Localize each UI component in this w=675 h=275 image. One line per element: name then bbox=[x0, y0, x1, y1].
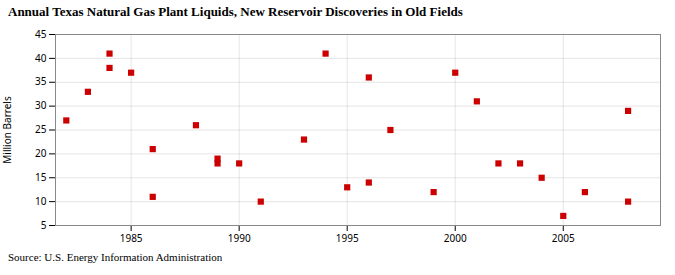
svg-text:30: 30 bbox=[35, 98, 47, 112]
svg-text:1995: 1995 bbox=[336, 231, 359, 245]
svg-text:Million Barrels: Million Barrels bbox=[0, 96, 14, 164]
svg-text:2000: 2000 bbox=[444, 231, 467, 245]
svg-text:15: 15 bbox=[35, 170, 47, 184]
svg-text:20: 20 bbox=[35, 146, 47, 160]
svg-text:40: 40 bbox=[35, 51, 47, 65]
svg-text:5: 5 bbox=[41, 218, 47, 232]
svg-text:2005: 2005 bbox=[552, 231, 575, 245]
svg-text:1990: 1990 bbox=[228, 231, 251, 245]
svg-text:45: 45 bbox=[35, 27, 47, 41]
svg-text:10: 10 bbox=[35, 194, 47, 208]
svg-text:1985: 1985 bbox=[120, 231, 143, 245]
svg-text:25: 25 bbox=[35, 122, 47, 136]
svg-text:35: 35 bbox=[35, 74, 47, 88]
html-text:Annual Texas Natural Gas Plant: Annual Texas Natural Gas Plant Liquids, … bbox=[8, 4, 463, 19]
html-text:Source: U.S. Energy Informatio: Source: U.S. Energy Information Administ… bbox=[8, 251, 223, 263]
